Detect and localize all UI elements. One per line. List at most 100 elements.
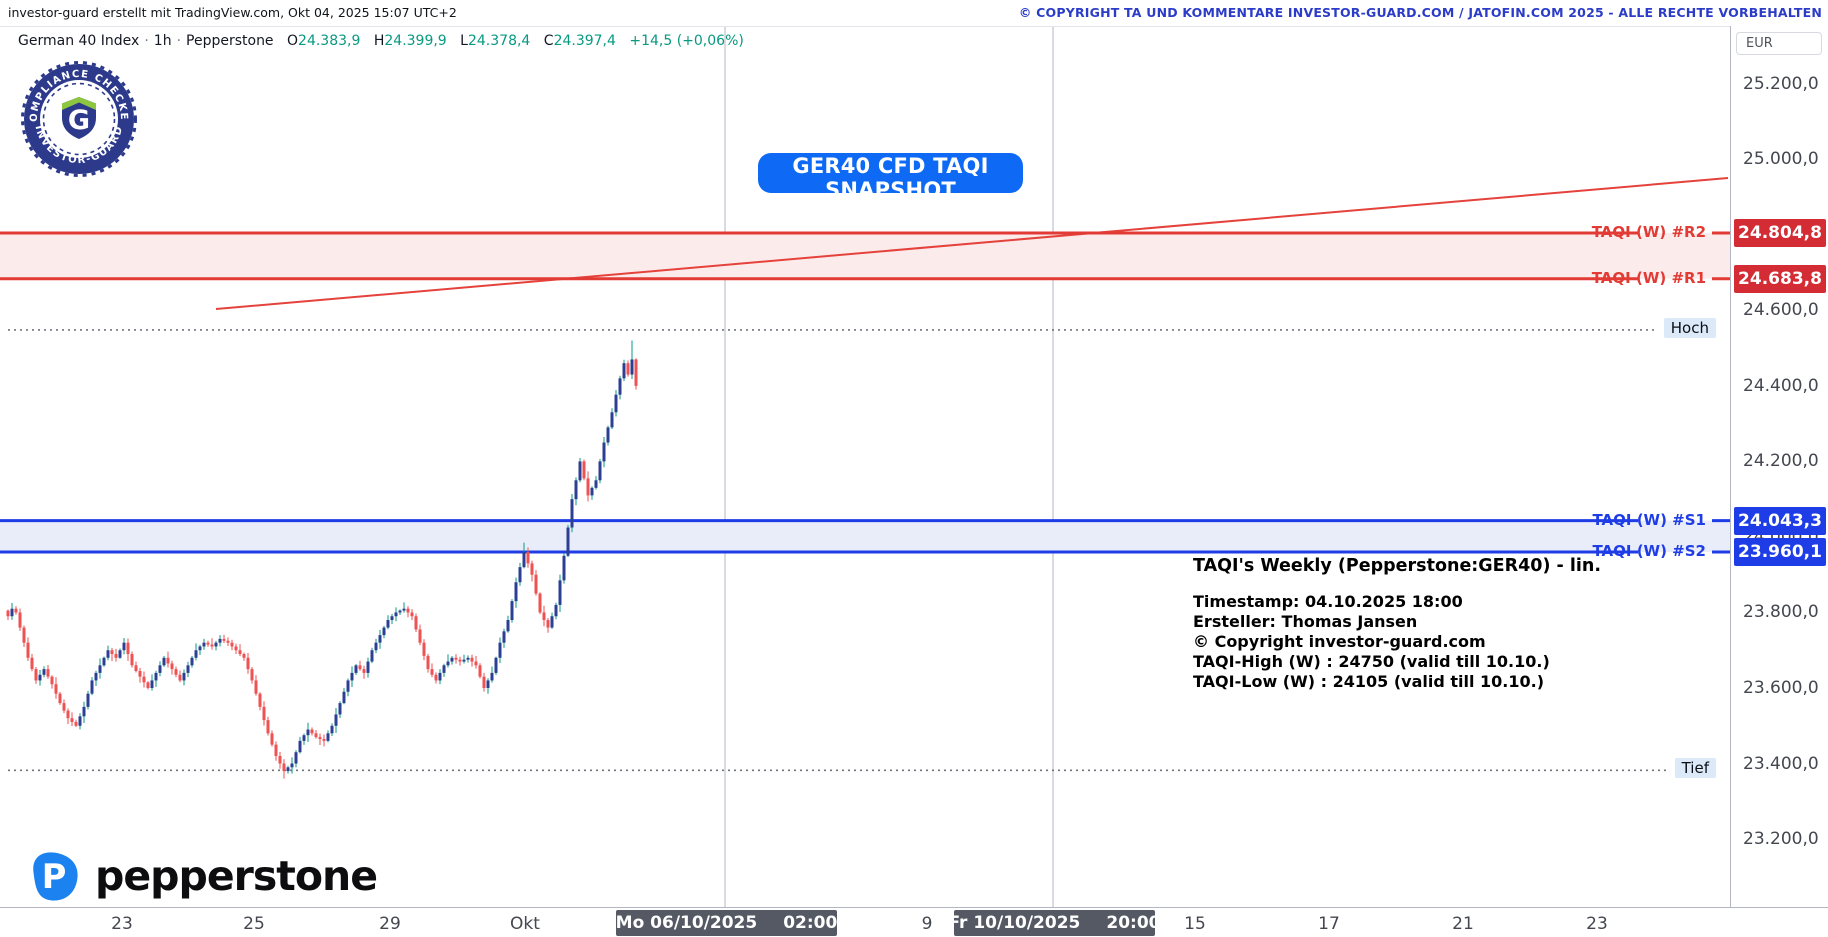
candle-body bbox=[534, 574, 538, 594]
candle-body bbox=[306, 729, 310, 736]
candle-body bbox=[186, 665, 190, 673]
candle-body bbox=[42, 669, 46, 675]
currency-button[interactable]: EUR bbox=[1736, 32, 1822, 55]
candle-body bbox=[250, 669, 254, 681]
pepperstone-logo: P pepperstone bbox=[26, 848, 378, 904]
candle-body bbox=[630, 359, 634, 375]
candle-body bbox=[190, 657, 194, 666]
range-box-time: 02:00 bbox=[783, 913, 838, 933]
candle-body bbox=[462, 659, 466, 662]
candle-body bbox=[78, 716, 82, 726]
candle-body bbox=[610, 412, 614, 428]
level-label-R2: TAQI (W) #R2 bbox=[1591, 223, 1706, 241]
candle-body bbox=[178, 674, 182, 681]
candle-body bbox=[298, 740, 302, 753]
candle-body bbox=[198, 646, 202, 651]
candle-body bbox=[518, 567, 522, 583]
candle-body bbox=[274, 744, 278, 756]
candle-body bbox=[146, 682, 150, 688]
legend-separator2: · bbox=[176, 33, 182, 49]
candle-body bbox=[526, 552, 530, 564]
candle-body bbox=[390, 616, 394, 621]
copyright-text: © COPYRIGHT TA UND KOMMENTARE INVESTOR-G… bbox=[1018, 5, 1822, 20]
info-author: Ersteller: Thomas Jansen bbox=[1193, 612, 1418, 631]
candle-body bbox=[342, 691, 346, 704]
candle-body bbox=[238, 650, 242, 655]
candle-body bbox=[234, 646, 238, 651]
svg-text:P: P bbox=[42, 857, 67, 896]
candle-body bbox=[414, 616, 418, 630]
candle-body bbox=[46, 669, 50, 677]
candle-body bbox=[478, 665, 482, 677]
candle-body bbox=[70, 718, 74, 722]
candle-body bbox=[522, 552, 526, 568]
candle-body bbox=[394, 612, 398, 617]
candle-body bbox=[338, 703, 342, 715]
candle-body bbox=[210, 644, 214, 647]
badge-letter: G bbox=[68, 105, 90, 136]
candle-body bbox=[182, 672, 186, 681]
close-label: C bbox=[543, 33, 554, 49]
candle-body bbox=[426, 655, 430, 670]
candle-body bbox=[118, 650, 122, 658]
candle-body bbox=[402, 608, 406, 611]
tief-label: Tief bbox=[1674, 758, 1716, 779]
time-tick-label: Okt bbox=[510, 914, 540, 934]
candle-body bbox=[214, 642, 218, 647]
candle-body bbox=[598, 461, 602, 481]
candle-body bbox=[14, 608, 18, 613]
price-tick-label: 24.200,0 bbox=[1743, 451, 1819, 472]
candle-body bbox=[358, 665, 362, 670]
candle-body bbox=[22, 627, 26, 643]
candle-body bbox=[506, 620, 510, 632]
time-range-box: Mo 06/10/2025 02:00 bbox=[616, 910, 837, 936]
candle-body bbox=[350, 672, 354, 681]
candle-body bbox=[538, 593, 542, 613]
candle-body bbox=[302, 735, 306, 741]
candle-body bbox=[110, 650, 114, 655]
taqi-snapshot-button[interactable]: GER40 CFD TAQI SNAPSHOT bbox=[758, 153, 1023, 202]
candle-body bbox=[626, 363, 630, 375]
candle-body bbox=[134, 665, 138, 671]
price-box-S1: 24.043,3 bbox=[1734, 506, 1826, 535]
candle-body bbox=[254, 680, 258, 694]
candle-body bbox=[126, 642, 130, 655]
candle-body bbox=[578, 461, 582, 481]
candle-body bbox=[86, 693, 90, 707]
low-label: L bbox=[460, 33, 468, 49]
support-band bbox=[0, 520, 1730, 553]
candle-body bbox=[374, 642, 378, 651]
candle-body bbox=[514, 582, 518, 602]
candle-body bbox=[130, 654, 134, 666]
candle-body bbox=[310, 729, 314, 734]
candle-body bbox=[614, 394, 618, 413]
candle-body bbox=[458, 659, 462, 662]
candle-body bbox=[466, 657, 470, 660]
candle-body bbox=[470, 657, 474, 662]
badge-shield bbox=[62, 97, 96, 139]
candle-body bbox=[566, 527, 570, 556]
candle-body bbox=[366, 661, 370, 673]
candle-body bbox=[634, 359, 638, 386]
trend-line bbox=[215, 177, 1729, 310]
legend-separator: · bbox=[144, 33, 149, 49]
candle-body bbox=[362, 669, 366, 673]
candle-body bbox=[494, 657, 498, 673]
info-copyright: © Copyright investor-guard.com bbox=[1193, 632, 1486, 651]
candle-body bbox=[378, 635, 382, 643]
candle-body bbox=[114, 654, 118, 658]
price-axis[interactable]: 23.200,0 23.400,0 23.600,0 23.800,0 24.000,0… bbox=[1730, 26, 1828, 907]
candle-body bbox=[386, 620, 390, 628]
candle-body bbox=[38, 674, 42, 681]
candle-body bbox=[482, 676, 486, 688]
export-credit-text: investor-guard erstellt mit TradingView.… bbox=[8, 5, 457, 20]
candle-body bbox=[622, 363, 626, 379]
price-tick-label: 23.200,0 bbox=[1743, 829, 1819, 850]
candle-body bbox=[438, 672, 442, 681]
high-label: H bbox=[373, 33, 385, 49]
price-tick-label: 23.600,0 bbox=[1743, 677, 1819, 698]
candle-body bbox=[474, 661, 478, 666]
